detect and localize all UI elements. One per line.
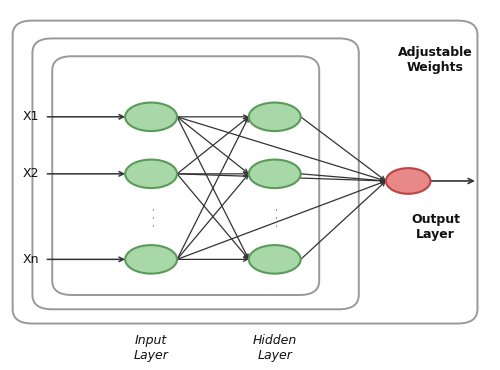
- Ellipse shape: [249, 245, 300, 274]
- Text: Hidden
Layer: Hidden Layer: [252, 334, 297, 362]
- Ellipse shape: [249, 159, 300, 188]
- Ellipse shape: [125, 159, 177, 188]
- Ellipse shape: [386, 168, 430, 194]
- Text: Adjustable
Weights: Adjustable Weights: [398, 46, 473, 74]
- Text: . . .: . . .: [268, 206, 281, 226]
- Ellipse shape: [249, 102, 300, 131]
- Text: Xn: Xn: [22, 253, 39, 266]
- Text: Input
Layer: Input Layer: [134, 334, 168, 362]
- Ellipse shape: [125, 245, 177, 274]
- Text: X2: X2: [22, 167, 39, 180]
- Text: X1: X1: [22, 110, 39, 123]
- Ellipse shape: [125, 102, 177, 131]
- Text: Output
Layer: Output Layer: [411, 213, 460, 241]
- Text: . . .: . . .: [144, 206, 158, 226]
